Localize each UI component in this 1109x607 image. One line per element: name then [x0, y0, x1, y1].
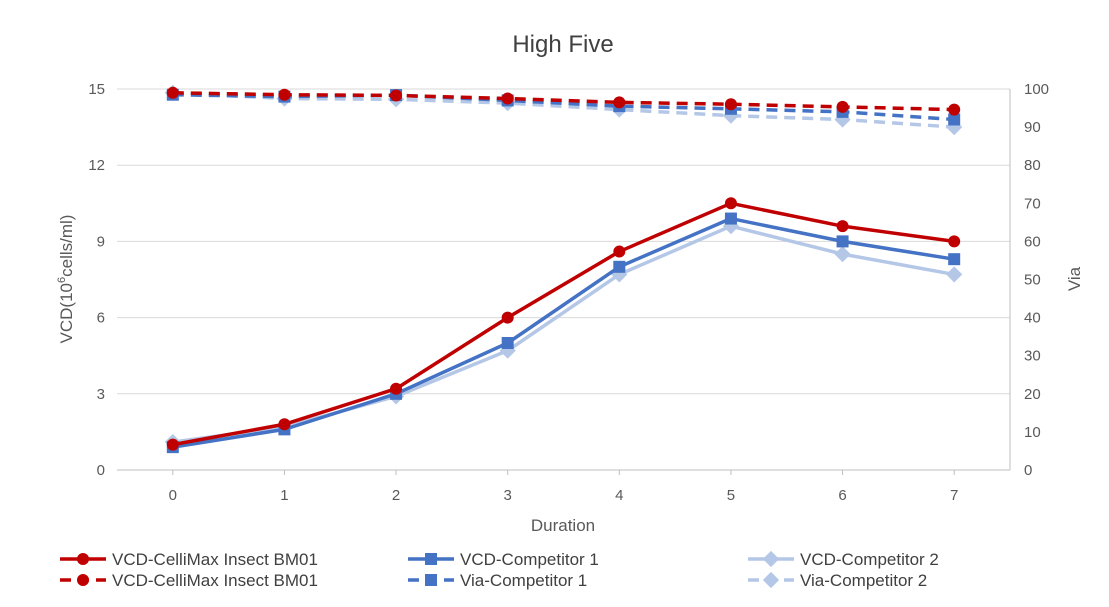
data-point	[166, 438, 179, 451]
data-point	[948, 253, 961, 266]
data-point	[948, 235, 961, 248]
legend-item: Via-Competitor 2	[748, 571, 927, 590]
right-tick-label: 100	[1024, 81, 1049, 98]
left-axis-title: VCD(106cells/ml)	[56, 215, 76, 344]
left-tick-label: 9	[97, 233, 105, 250]
x-tick-label: 2	[392, 487, 400, 504]
data-point	[166, 86, 179, 99]
legend-swatch-marker	[77, 574, 89, 586]
right-tick-label: 60	[1024, 233, 1041, 250]
right-tick-label: 30	[1024, 348, 1041, 365]
legend-swatch-marker	[762, 550, 780, 568]
series-3	[166, 86, 961, 116]
legend-label: VCD-CelliMax Insect BM01	[112, 550, 318, 569]
right-tick-label: 90	[1024, 119, 1041, 136]
legend-item: Via-Competitor 1	[408, 571, 587, 590]
right-tick-label: 50	[1024, 272, 1041, 289]
right-tick-label: 10	[1024, 424, 1041, 441]
legend-item: VCD-CelliMax Insect BM01	[60, 550, 318, 569]
data-point	[948, 103, 961, 116]
series-line	[172, 201, 955, 447]
legend-swatch-marker	[425, 553, 437, 565]
legend-label: VCD-Competitor 2	[800, 550, 939, 569]
data-point	[722, 107, 740, 124]
data-point	[278, 88, 291, 101]
left-axis-title-prefix: VCD(10	[57, 283, 76, 343]
right-axis-title: Via	[1065, 266, 1084, 291]
data-point	[724, 212, 737, 225]
data-point	[724, 197, 737, 210]
gridlines	[117, 88, 1010, 395]
data-point	[836, 235, 849, 248]
series-line	[172, 216, 955, 449]
x-tick-label: 4	[615, 487, 623, 504]
right-tick-label: 0	[1024, 462, 1032, 479]
series-2	[164, 218, 963, 451]
legend-item: VCD-Competitor 2	[748, 550, 939, 569]
legend-swatch-marker	[425, 574, 437, 586]
data-point	[836, 220, 849, 233]
right-tick-label: 70	[1024, 195, 1041, 212]
x-axis-ticks: 0 1 2 3 4 5 6 7	[169, 470, 958, 504]
left-axis-title-superscript: 6	[56, 277, 68, 283]
legend-item: VCD-Competitor 1	[408, 550, 599, 569]
legend-label: Via-Competitor 1	[460, 571, 587, 590]
left-tick-label: 12	[88, 157, 105, 174]
series-line	[172, 91, 955, 112]
series-0	[166, 197, 961, 451]
left-tick-label: 6	[97, 310, 105, 327]
series-line	[172, 224, 955, 444]
data-point	[836, 100, 849, 113]
data-point	[948, 113, 961, 126]
series-line	[172, 91, 955, 129]
data-point	[613, 245, 626, 258]
right-tick-label: 40	[1024, 310, 1041, 327]
legend-item: VCD-CelliMax Insect BM01	[60, 571, 318, 590]
right-tick-label: 20	[1024, 386, 1041, 403]
left-tick-label: 15	[88, 81, 105, 98]
data-point	[501, 92, 514, 105]
legend: VCD-CelliMax Insect BM01 VCD-Competitor 1…	[60, 550, 939, 590]
data-point	[613, 260, 626, 273]
left-axis-ticks: 0 3 6 9 12 15	[88, 81, 105, 479]
legend-swatch-marker	[762, 571, 780, 589]
x-tick-label: 0	[169, 487, 177, 504]
x-tick-label: 7	[950, 487, 958, 504]
legend-label: Via-Competitor 2	[800, 571, 927, 590]
data-point	[946, 266, 963, 283]
data-point	[501, 337, 514, 349]
right-tick-label: 80	[1024, 157, 1041, 174]
x-tick-label: 5	[727, 487, 735, 504]
left-axis-title-suffix: cells/ml)	[57, 215, 76, 277]
data-point	[611, 266, 628, 283]
data-point	[613, 96, 626, 109]
data-point	[724, 98, 737, 111]
x-tick-label: 3	[504, 487, 512, 504]
data-point	[390, 382, 403, 395]
x-tick-label: 6	[838, 487, 846, 504]
data-point	[390, 89, 403, 102]
legend-swatch-marker	[77, 553, 89, 565]
axes	[117, 89, 1011, 471]
right-axis-ticks: 0 10 20 30 40 50 60 70 80 90 100	[1024, 81, 1049, 479]
chart-title: High Five	[512, 31, 613, 58]
data-point	[834, 246, 851, 263]
series-layer	[164, 84, 963, 454]
left-tick-label: 3	[97, 386, 105, 403]
series-1	[166, 212, 961, 454]
x-tick-label: 1	[280, 487, 288, 504]
data-point	[501, 311, 514, 324]
legend-label: VCD-CelliMax Insect BM01	[112, 571, 318, 590]
x-axis-title: Duration	[531, 516, 595, 535]
left-tick-label: 0	[97, 462, 105, 479]
legend-label: VCD-Competitor 1	[460, 550, 599, 569]
data-point	[278, 418, 291, 431]
